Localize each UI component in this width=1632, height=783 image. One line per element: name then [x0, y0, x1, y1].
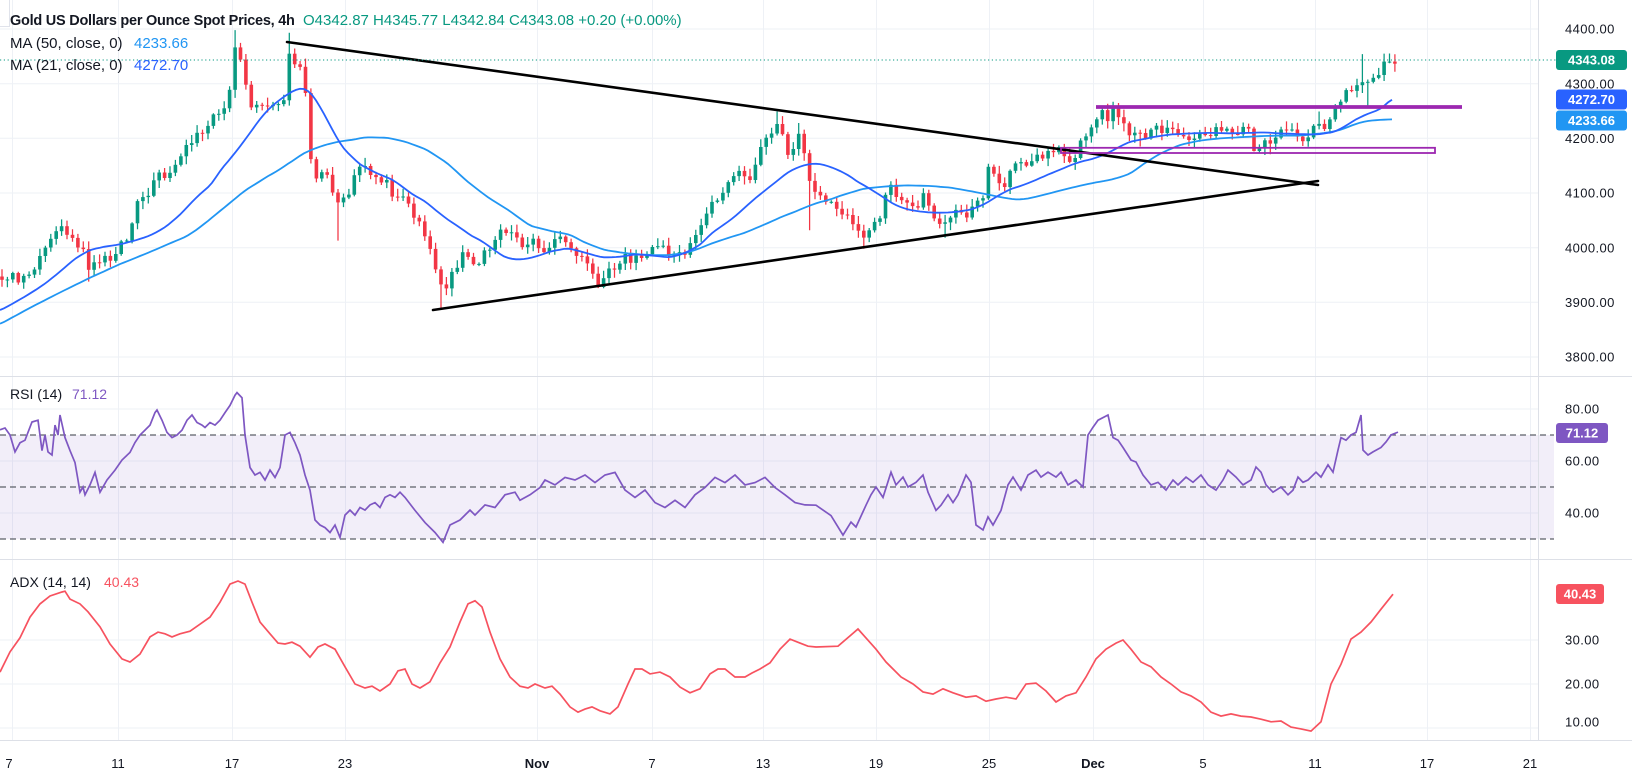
svg-text:11: 11	[111, 756, 125, 771]
svg-text:3900.00: 3900.00	[1565, 295, 1615, 310]
svg-text:17: 17	[1420, 756, 1434, 771]
svg-text:4233.66: 4233.66	[134, 35, 188, 52]
svg-text:4343.08: 4343.08	[1568, 53, 1615, 68]
svg-text:ADX (14, 14): ADX (14, 14)	[10, 574, 91, 590]
svg-text:4400.00: 4400.00	[1565, 22, 1615, 37]
svg-text:7: 7	[5, 756, 12, 771]
svg-text:4100.00: 4100.00	[1565, 186, 1615, 201]
svg-text:71.12: 71.12	[72, 386, 107, 402]
svg-text:10.00: 10.00	[1565, 715, 1600, 730]
svg-text:Gold US Dollars per Ounce Spot: Gold US Dollars per Ounce Spot Prices, 4…	[10, 13, 295, 29]
svg-text:30.00: 30.00	[1565, 633, 1600, 648]
svg-text:40.43: 40.43	[1564, 587, 1597, 602]
svg-text:60.00: 60.00	[1565, 454, 1600, 469]
svg-text:Nov: Nov	[525, 756, 550, 771]
svg-text:3800.00: 3800.00	[1565, 350, 1615, 365]
svg-text:40.43: 40.43	[104, 574, 139, 590]
svg-text:40.00: 40.00	[1565, 506, 1600, 521]
svg-text:O4342.87 H4345.77 L4342.84: O4342.87 H4345.77 L4342.84 C4343.08 +0.2…	[303, 12, 682, 29]
svg-text:11: 11	[1308, 756, 1322, 771]
svg-text:71.12: 71.12	[1566, 426, 1599, 441]
svg-text:4000.00: 4000.00	[1565, 240, 1615, 255]
svg-text:MA (21, close, 0): MA (21, close, 0)	[10, 57, 123, 74]
svg-text:80.00: 80.00	[1565, 402, 1600, 417]
svg-text:13: 13	[756, 756, 770, 771]
svg-text:4233.66: 4233.66	[1568, 113, 1615, 128]
svg-text:23: 23	[338, 756, 352, 771]
svg-text:17: 17	[225, 756, 239, 771]
svg-text:4200.00: 4200.00	[1565, 131, 1615, 146]
svg-text:MA (50, close, 0): MA (50, close, 0)	[10, 35, 123, 52]
svg-text:7: 7	[648, 756, 655, 771]
svg-text:5: 5	[1199, 756, 1206, 771]
svg-text:20.00: 20.00	[1565, 677, 1600, 692]
svg-text:19: 19	[869, 756, 883, 771]
svg-text:21: 21	[1523, 756, 1537, 771]
svg-text:4272.70: 4272.70	[1568, 92, 1615, 107]
svg-text:25: 25	[982, 756, 996, 771]
svg-text:4272.70: 4272.70	[134, 57, 188, 74]
svg-text:Dec: Dec	[1081, 756, 1105, 771]
svg-text:4300.00: 4300.00	[1565, 76, 1615, 91]
svg-text:RSI (14): RSI (14)	[10, 386, 62, 402]
